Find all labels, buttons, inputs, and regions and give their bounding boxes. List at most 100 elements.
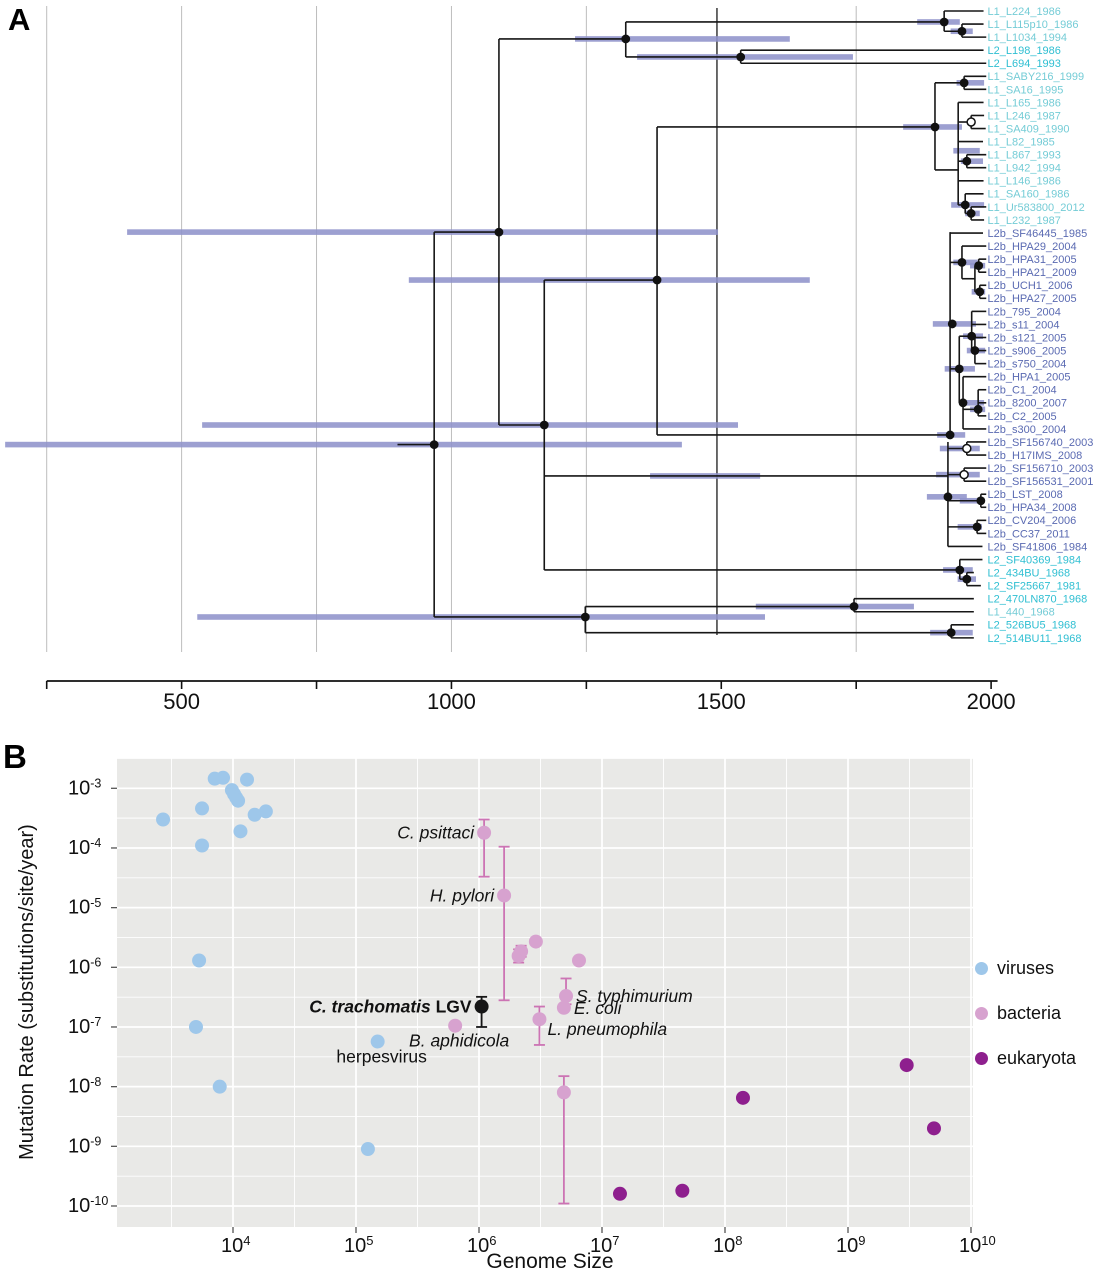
hpd-bar [5, 441, 682, 448]
tree-tip-label: L2b_SF46445_1985 [988, 228, 1088, 240]
tree-tip-label: L2b_H17IMS_2008 [988, 450, 1083, 462]
y-axis-tick-label: 10-6 [68, 955, 101, 978]
scatter-point-bacteria [556, 1085, 571, 1100]
tree-tip-label: L2b_8200_2007 [988, 398, 1068, 410]
tree-tip-label: L1_SABY216_1999 [988, 71, 1085, 83]
tree-node-circle [962, 443, 972, 454]
tree-tip-label: L2b_C1_2004 [988, 385, 1057, 397]
y-axis-tick-label: 10-4 [68, 836, 101, 859]
hpd-bar [127, 229, 719, 235]
scatter-point-viruses [212, 1079, 227, 1094]
hpd-bar [575, 36, 790, 42]
tree-tip-label: L1_L146_1986 [988, 176, 1061, 188]
tree-tip-label: L2b_HPA29_2004 [988, 241, 1077, 253]
tree-node-dot [849, 602, 859, 611]
viruses-dot-icon [975, 962, 988, 975]
tree-node-dot [957, 26, 967, 36]
tree-tip-label: L2_L694_1993 [988, 58, 1061, 70]
hpd-bar [953, 147, 980, 154]
tree-tip-label: L2_434BU_1968 [988, 567, 1071, 579]
tree-tip-label: L2b_UCH1_2006 [988, 280, 1073, 292]
panel-b-label: B [3, 738, 27, 775]
scatter-point-eukaryota [675, 1183, 690, 1198]
scatter-point-eukaryota [899, 1058, 914, 1073]
tree-node-dot [973, 404, 983, 414]
scatter-point-viruses [370, 1034, 385, 1049]
tree-tip-label: L1_L867_1993 [988, 150, 1061, 162]
tree-node-dot [960, 200, 970, 210]
tree-node-dot [959, 78, 969, 88]
tree-tip-label: L2b_SF156531_2001 [988, 476, 1094, 488]
legend-label-viruses: viruses [997, 958, 1055, 978]
tree-tip-label: L1_L246_1987 [988, 110, 1061, 122]
tree-tip-label: L2b_s750_2004 [988, 359, 1067, 371]
x-axis-tick-label: 1010 [959, 1233, 996, 1257]
scatter-point-bacteria [448, 1018, 463, 1033]
tree-node-dot [957, 258, 967, 267]
y-axis-tick-label: 10-8 [68, 1075, 101, 1098]
tree-tip-label: L2b_SF156710_2003 [988, 463, 1094, 475]
x-axis-tick-label: 108 [713, 1233, 742, 1257]
scatter-point-viruses [247, 807, 262, 822]
tree-tip-label: L1_SA16_1995 [988, 84, 1064, 96]
tree-tip-label: L1_L1034_1994 [988, 32, 1068, 44]
tree-node-dot [939, 17, 949, 27]
hpd-bar [963, 400, 985, 406]
tree-tip-label: L1_440_1968 [988, 607, 1055, 619]
tree-node-dot [975, 287, 985, 297]
legend-label-bacteria: bacteria [997, 1003, 1062, 1023]
legend: viruses bacteria eukaryota [975, 958, 1076, 1093]
scatter-point-eukaryota [735, 1090, 750, 1105]
annotation: herpesvirus [336, 1047, 427, 1067]
hpd-bar [960, 158, 984, 164]
tree-node-dot [966, 209, 976, 218]
x-axis-tick-label: 106 [467, 1233, 496, 1257]
plot-background [117, 758, 973, 1227]
scatter-point-viruses [156, 812, 171, 827]
tree-tip-label: L2_SF40369_1984 [988, 554, 1082, 566]
tree-node-dot [946, 628, 956, 638]
annotation: S. typhimurium [576, 986, 693, 1006]
tree-tip-label: L2b_s11_2004 [988, 319, 1060, 331]
annotation: L. pneumophila [547, 1019, 667, 1039]
scatter-point-viruses [360, 1142, 375, 1157]
tree-axis-tick-label: 1000 [427, 689, 476, 714]
scatter-point-eukaryota [612, 1186, 627, 1201]
tree-node-dot [736, 52, 746, 62]
annotation: H. pylori [430, 885, 495, 905]
tree-node-dot [962, 156, 972, 166]
tree-node-dot [955, 565, 965, 575]
tree-node-dot [580, 612, 590, 622]
scatter-point-bacteria [477, 825, 492, 840]
annotation-highlight: C. trachomatis LGV [309, 997, 472, 1017]
tree-node-dot [974, 261, 984, 271]
tree-node-dot [962, 574, 972, 584]
y-axis-title: Mutation Rate (substitutions/site/year) [16, 824, 38, 1160]
tree-axis-tick-label: 500 [163, 689, 200, 714]
tree-node-dot [429, 440, 439, 449]
annotation: C. psittaci [397, 823, 475, 843]
annotation: B. aphidicola [409, 1031, 509, 1051]
scatter-point-bacteria [532, 1012, 547, 1027]
scatter-point-bacteria [556, 1000, 571, 1015]
scatter-point-viruses [195, 801, 210, 816]
x-axis-title: Genome Size [486, 1250, 614, 1273]
y-axis-tick-label: 10-9 [68, 1134, 101, 1157]
scatter-point-eukaryota [926, 1121, 941, 1136]
tree-tip-label: L2b_CV204_2006 [988, 515, 1077, 527]
tree-tip-label: L2_526BU5_1968 [988, 620, 1077, 632]
scatter-point-bacteria [528, 934, 543, 949]
hpd-bar [956, 80, 985, 86]
tree-axis-tick-label: 1500 [697, 689, 746, 714]
tree-tip-label: L1_L224_1986 [988, 6, 1061, 18]
scatter-point-viruses [258, 804, 273, 819]
tree-tip-label: L2b_HPA34_2008 [988, 502, 1077, 514]
x-axis-tick-label: 109 [836, 1233, 865, 1257]
tree-tip-label: L2b_HPA31_2005 [988, 254, 1077, 266]
scatter-point-viruses [192, 953, 207, 968]
legend-item-eukaryota: eukaryota [975, 1048, 1076, 1069]
tree-tip-label: L1_L165_1986 [988, 97, 1061, 109]
bacteria-dot-icon [975, 1007, 988, 1020]
tree-tip-label: L2b_s300_2004 [988, 424, 1067, 436]
x-axis-tick-label: 107 [590, 1233, 619, 1257]
